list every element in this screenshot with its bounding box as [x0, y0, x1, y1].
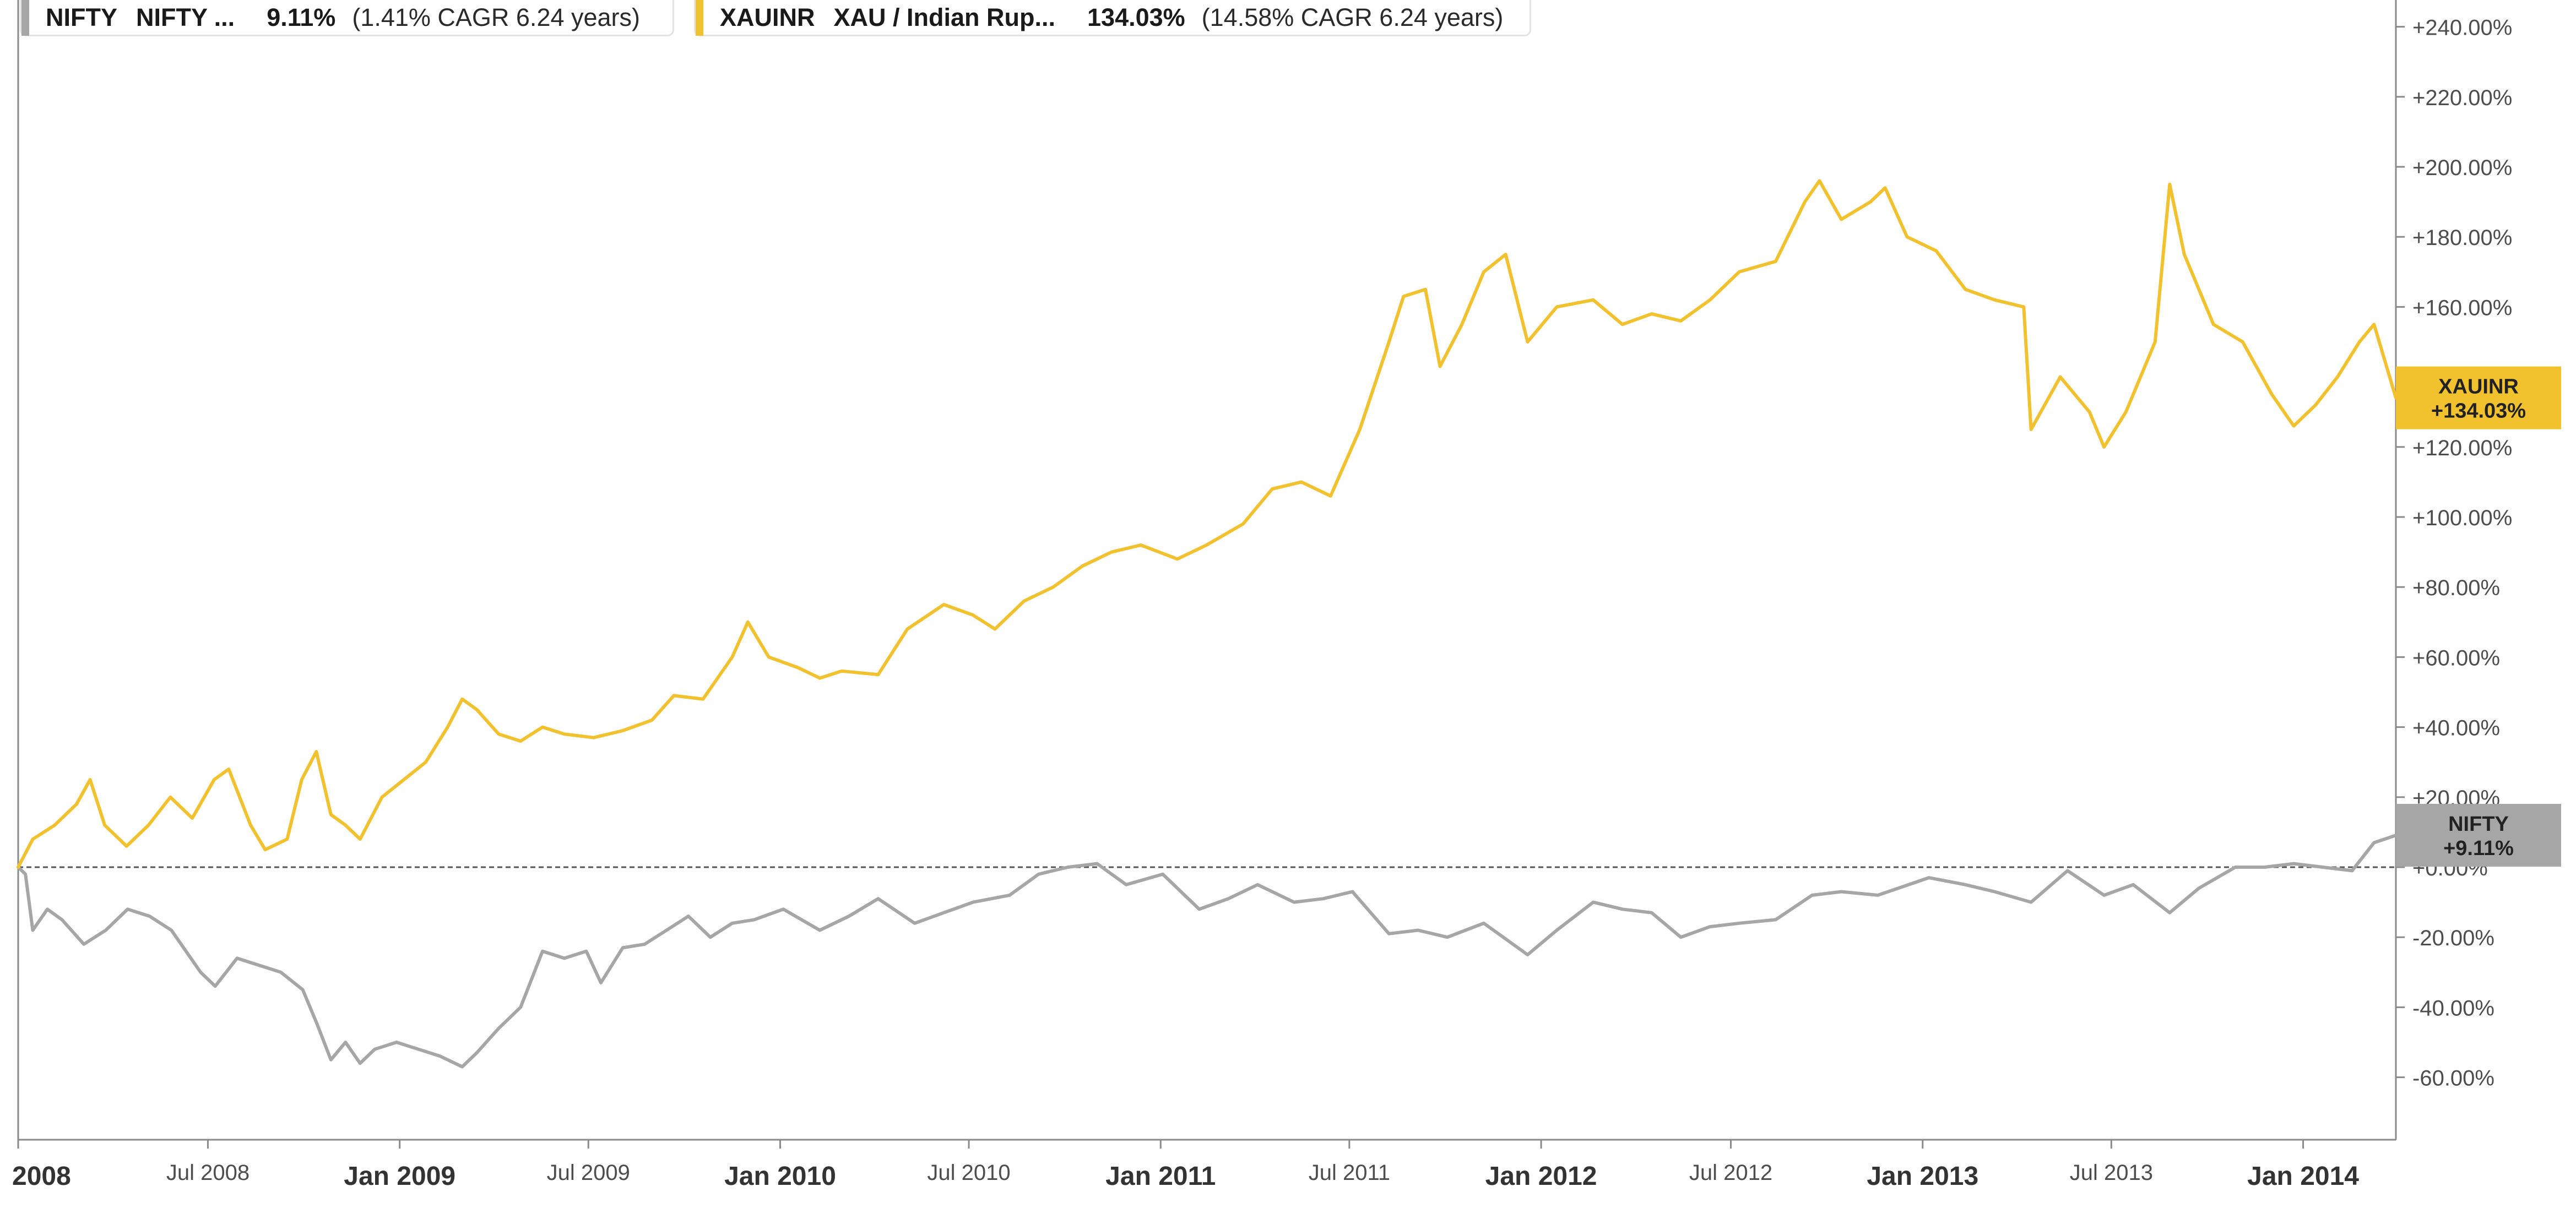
legend-xauinr-change: 134.03% [1087, 3, 1185, 31]
y-tick-label: +120.00% [2412, 436, 2512, 460]
series-line-xauinr [17, 179, 2398, 869]
y-tick-label: +60.00% [2412, 646, 2500, 670]
x-tick-label: Jan 2013 [1867, 1162, 1978, 1191]
x-tick-label: Jul 2013 [2070, 1161, 2153, 1185]
y-tick-label: +180.00% [2412, 226, 2512, 250]
x-tick-label: Jan 2014 [2247, 1162, 2359, 1191]
y-tick-label: +220.00% [2412, 86, 2512, 110]
last-value-marker-nifty: NIFTY+9.11% [2396, 804, 2561, 867]
x-tick-label: Jan 2009 [344, 1162, 455, 1191]
legend-nifty[interactable]: NIFTY NIFTY ... 9.11% (1.41% CAGR 6.24 y… [20, 0, 674, 36]
y-tick-label: +200.00% [2412, 156, 2512, 180]
last-value-marker-xauinr: XAUINR+134.03% [2396, 366, 2561, 429]
legend-xauinr-name: XAU / Indian Rup... [833, 3, 1056, 31]
last-value-marker-symbol: XAUINR [2438, 376, 2519, 399]
legend-nifty-swatch [21, 0, 29, 36]
legend-xauinr[interactable]: XAUINR XAU / Indian Rup... 134.03% (14.5… [694, 0, 1531, 36]
legend-xauinr-cagr: (14.58% CAGR 6.24 years) [1201, 3, 1504, 31]
y-tick-label: +160.00% [2412, 296, 2512, 320]
series-line-nifty [17, 834, 2398, 1069]
y-tick-label: -40.00% [2412, 996, 2494, 1020]
legend-nifty-name: NIFTY ... [136, 3, 235, 31]
last-value-marker-box [2396, 804, 2561, 867]
x-tick-label: Jul 2011 [1309, 1161, 1390, 1185]
x-tick-label: Jul 2010 [927, 1161, 1010, 1185]
x-tick-label: Jul 2009 [547, 1161, 630, 1185]
last-value-marker-box [2396, 366, 2561, 429]
y-tick-label: +80.00% [2412, 576, 2500, 600]
legend-xauinr-symbol: XAUINR [720, 3, 815, 31]
x-tick-label: Jul 2008 [166, 1161, 250, 1185]
legend-nifty-cagr: (1.41% CAGR 6.24 years) [352, 3, 641, 31]
last-value-marker-value: +134.03% [2431, 400, 2526, 423]
last-value-marker-value: +9.11% [2443, 837, 2514, 860]
x-tick-label: Jan 2012 [1485, 1162, 1597, 1191]
x-tick-label: Jan 2010 [724, 1162, 836, 1191]
x-tick-label: Jan 2011 [1105, 1162, 1216, 1191]
legend-nifty-symbol: NIFTY [46, 3, 117, 31]
y-tick-label: -60.00% [2412, 1066, 2494, 1091]
y-tick-label: +40.00% [2412, 716, 2500, 741]
legend-nifty-change: 9.11% [267, 3, 336, 31]
last-value-marker-symbol: NIFTY [2448, 813, 2509, 836]
x-tick-label: Jul 2012 [1689, 1161, 1772, 1185]
legend-xauinr-swatch [696, 0, 703, 36]
y-tick-label: +100.00% [2412, 506, 2512, 530]
y-tick-label: -20.00% [2412, 926, 2494, 950]
x-tick-label: 2008 [12, 1162, 71, 1191]
y-tick-label: +240.00% [2412, 16, 2512, 40]
